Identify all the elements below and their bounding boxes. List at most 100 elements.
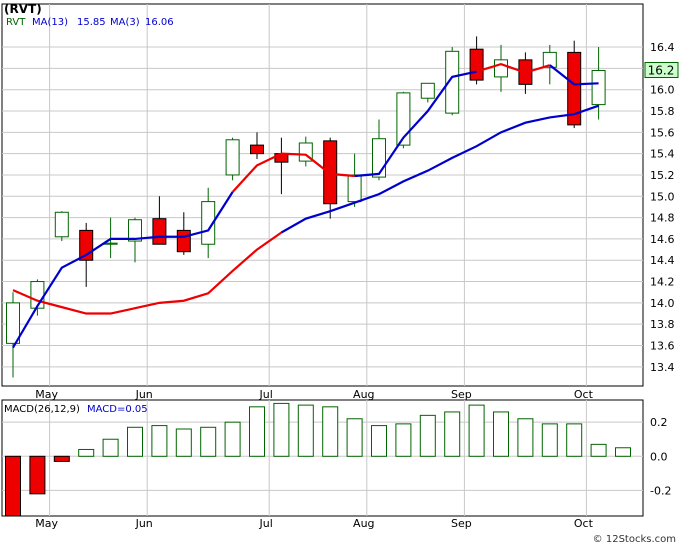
last-price-box <box>644 62 679 79</box>
candle-down <box>176 229 191 253</box>
macd-bar-positive <box>468 404 485 457</box>
price-month-label: Oct <box>574 388 594 401</box>
macd-bar-positive <box>249 406 265 457</box>
price-month-label: May <box>35 388 58 401</box>
ma13-line-segment <box>12 191 234 349</box>
macd-month-label: May <box>35 517 58 530</box>
candle-down <box>323 140 338 205</box>
ma13-line-segment <box>476 62 551 74</box>
candle-up <box>591 70 606 106</box>
macd-bar-positive <box>322 406 339 457</box>
legend-ma3-label: MA(3) <box>110 17 140 28</box>
price-month-label: Jun <box>135 388 153 401</box>
macd-bar-positive <box>493 411 509 457</box>
candle-up <box>372 138 386 178</box>
candle-up <box>445 50 460 114</box>
candle-down <box>567 51 582 126</box>
legend-ma13-label: MA(13) <box>32 17 68 28</box>
legend-ma3-value: 16.06 <box>145 17 174 28</box>
macd-legend: MACD(26,12,9) MACD=0.05 <box>4 404 148 415</box>
price-tick-label: 15.8 <box>650 105 675 118</box>
price-month-label: Jul <box>259 388 273 401</box>
macd-bar-positive <box>395 423 412 457</box>
macd-bar-positive <box>273 402 290 457</box>
price-tick-label: 14.6 <box>650 233 675 246</box>
macd-bar-positive <box>151 425 168 457</box>
macd-bar-positive <box>615 447 631 457</box>
ma13-line-segment <box>549 64 599 86</box>
price-tick-label: 14.8 <box>650 212 675 225</box>
ticker-title: (RVT) <box>4 2 42 16</box>
macd-tick-label: 0.0 <box>650 450 668 463</box>
price-panel-frame <box>1 3 644 387</box>
candle-up <box>6 302 20 344</box>
macd-month-label: Jun <box>135 517 153 530</box>
candle-up <box>201 201 216 245</box>
price-tick-label: 13.4 <box>650 361 675 374</box>
last-price-badge: 16.2 <box>644 62 679 79</box>
axis-labels: 13.4 13.6 13.8 14.0 14.2 14.4 14.6 14.8 15.0 15.2… <box>35 41 674 530</box>
macd-tick-label: 0.2 <box>650 416 668 429</box>
watermark: © 12Stocks.com <box>593 534 676 545</box>
macd-month-label: Aug <box>353 517 374 530</box>
macd-bar-positive <box>517 418 534 457</box>
candle-up <box>396 92 411 146</box>
price-tick-label: 15.2 <box>650 169 675 182</box>
macd-bar-positive <box>566 423 583 457</box>
legend-symbol: RVT <box>6 17 26 28</box>
candle-up <box>494 59 508 78</box>
price-marks <box>6 36 606 378</box>
macd-bar-positive <box>78 448 95 457</box>
macd-title: MACD(26,12,9) <box>4 404 80 415</box>
macd-value: MACD=0.05 <box>87 404 148 415</box>
price-tick-label: 16.4 <box>650 41 675 54</box>
legend-ma13-value: 15.85 <box>77 17 106 28</box>
macd-bar-positive <box>102 438 119 457</box>
candle-up <box>542 51 557 68</box>
macd-bar-positive <box>297 404 314 457</box>
macd-bar-negative <box>5 455 21 517</box>
macd-bar-negative <box>53 455 70 462</box>
candle-up <box>420 82 435 99</box>
macd-month-label: Oct <box>574 517 594 530</box>
price-tick-label: 15.6 <box>650 126 675 139</box>
macd-bar-positive <box>590 443 607 457</box>
macd-bar-positive <box>224 421 241 457</box>
candle-down <box>250 144 264 155</box>
price-month-label: Sep <box>451 388 472 401</box>
price-tick-label: 16.0 <box>650 84 675 97</box>
candle-up <box>128 219 142 242</box>
price-tick-label: 15.0 <box>650 190 675 203</box>
macd-bar-positive <box>346 418 363 457</box>
price-month-label: Aug <box>353 388 374 401</box>
macd-bar-positive <box>444 411 461 457</box>
price-legend: RVT MA(13) 15.85 MA(3) 16.06 <box>6 17 174 28</box>
price-tick-label: 14.0 <box>650 297 675 310</box>
candle-up <box>347 174 362 203</box>
macd-bar-positive <box>541 423 558 457</box>
candle-down <box>152 218 167 245</box>
candle-up <box>54 211 69 238</box>
macd-bar-positive <box>175 428 192 457</box>
last-price-label: 16.2 <box>648 64 675 78</box>
macd-bar-positive <box>419 414 436 457</box>
macd-bar-negative <box>29 455 46 495</box>
candle-down <box>469 48 484 81</box>
price-tick-label: 14.4 <box>650 254 675 267</box>
price-grid <box>1 3 644 387</box>
macd-tick-label: -0.2 <box>650 484 671 497</box>
ma13-line-segment <box>354 70 477 178</box>
candle-up <box>103 242 118 245</box>
ma13-line-segment <box>231 152 355 193</box>
macd-marks <box>5 402 631 517</box>
price-tick-label: 14.2 <box>650 276 675 289</box>
macd-month-label: Jul <box>259 517 273 530</box>
macd-month-label: Sep <box>451 517 472 530</box>
ma3-line-segment <box>12 231 283 315</box>
macd-bar-positive <box>127 426 143 457</box>
price-tick-label: 13.6 <box>650 339 675 352</box>
ma3-line-segment <box>280 104 599 234</box>
price-tick-label: 13.8 <box>650 318 675 331</box>
